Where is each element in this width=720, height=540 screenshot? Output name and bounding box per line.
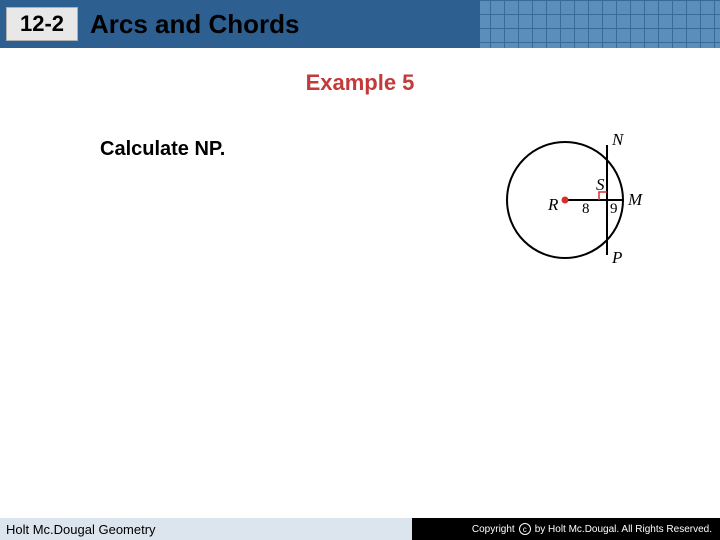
circle-chord-diagram: N S M R P 8 9	[490, 115, 670, 285]
header-bar: 12-2 Arcs and Chords	[0, 0, 720, 48]
point-label-M: M	[627, 190, 643, 209]
footer-bar: Holt Mc.Dougal Geometry Copyright c by H…	[0, 518, 720, 540]
chapter-title: Arcs and Chords	[90, 9, 300, 40]
point-label-R: R	[547, 195, 559, 214]
footer-book-title: Holt Mc.Dougal Geometry	[6, 522, 156, 537]
center-dot	[562, 197, 569, 204]
diagram-svg: N S M R P 8 9	[490, 115, 670, 285]
section-number-text: 12-2	[20, 11, 64, 37]
footer-right: Copyright c by Holt Mc.Dougal. All Right…	[412, 518, 720, 540]
footer-copyright-suffix: by Holt Mc.Dougal. All Rights Reserved.	[535, 524, 712, 535]
segment-length-0: 8	[582, 201, 590, 217]
point-label-S: S	[596, 175, 605, 194]
segment-length-1: 9	[610, 201, 618, 217]
footer-copyright-prefix: Copyright	[472, 524, 515, 535]
point-label-P: P	[611, 248, 622, 267]
copyright-icon: c	[519, 523, 531, 535]
problem-prompt: Calculate NP.	[100, 138, 225, 161]
footer-left: Holt Mc.Dougal Geometry	[0, 518, 412, 540]
example-heading: Example 5	[0, 70, 720, 96]
point-label-N: N	[611, 130, 625, 149]
section-number-badge: 12-2	[6, 7, 78, 41]
